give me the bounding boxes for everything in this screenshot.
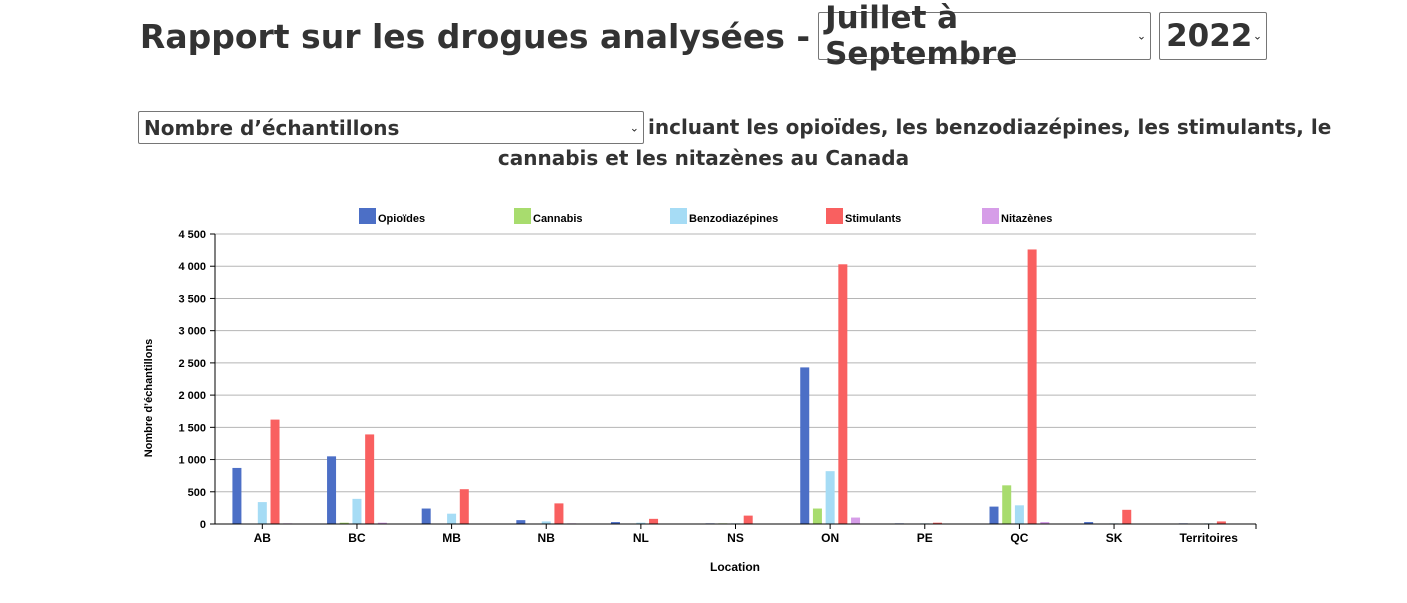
x-tick-label: QC (1010, 531, 1028, 545)
bar-qc-2[interactable] (1014, 505, 1024, 524)
y-tick-label: 4 500 (178, 229, 206, 241)
period-select[interactable]: Juillet à Septembre ⌄ (818, 0, 1152, 72)
x-tick-label: SK (1106, 531, 1123, 545)
legend-swatch (982, 208, 999, 224)
subtitle-line-2: cannabis et les nitazènes au Canada (497, 146, 910, 170)
x-axis-label: Location (710, 560, 760, 574)
chart-axes: 0 500 1 000 1 500 2 000 2 500 3 000 3 500 4 000 4… (178, 229, 1257, 545)
bar-bc-1[interactable] (339, 522, 349, 524)
year-select[interactable]: 2022 ⌄ (1159, 12, 1268, 60)
bar-nb-2[interactable] (541, 521, 551, 524)
x-tick-label: BC (348, 531, 366, 545)
legend-label: Benzodiazépines (689, 213, 778, 225)
bar-qc-1[interactable] (1002, 485, 1012, 524)
chevron-down-icon: ⌄ (629, 121, 639, 134)
bar-sk-0[interactable] (1084, 522, 1094, 524)
bar-territoires-3[interactable] (1216, 521, 1226, 524)
metric-select-value: Nombre d’échantillons (144, 115, 400, 140)
x-tick-label: ON (821, 531, 839, 545)
legend-item[interactable]: Nitazènes (982, 208, 1052, 225)
legend-item[interactable]: Stimulants (826, 208, 901, 225)
bar-chart: Opioïdes Cannabis Benzodiazépines Stimulant… (143, 208, 1257, 574)
bar-on-3[interactable] (838, 264, 848, 524)
bar-qc-4[interactable] (1040, 522, 1050, 524)
subtitle-line-1: incluant les opioïdes, les benzodiazépin… (648, 115, 1332, 139)
bar-on-2[interactable] (825, 471, 835, 524)
y-tick-label: 2 500 (178, 358, 206, 370)
chart-legend: Opioïdes Cannabis Benzodiazépines Stimulant… (359, 208, 1052, 225)
chart-grid (215, 233, 1256, 493)
y-tick-label: 1 000 (178, 455, 206, 467)
bar-bc-0[interactable] (327, 456, 337, 524)
bar-mb-0[interactable] (421, 508, 431, 524)
legend-item[interactable]: Opioïdes (359, 208, 425, 225)
y-tick-label: 2 000 (178, 390, 206, 402)
y-tick-label: 4 000 (178, 261, 206, 273)
chevron-down-icon: ⌄ (1252, 29, 1263, 43)
y-tick-label: 1 500 (178, 422, 206, 434)
bar-nb-3[interactable] (554, 503, 564, 524)
legend-label: Stimulants (845, 213, 901, 225)
x-tick-label: NL (633, 531, 649, 545)
bar-ab-3[interactable] (270, 419, 280, 524)
bar-ab-2[interactable] (257, 502, 267, 524)
legend-swatch (514, 208, 531, 224)
period-select-value: Juillet à Septembre (825, 0, 1018, 72)
x-tick-label: AB (254, 531, 272, 545)
legend-item[interactable]: Benzodiazépines (670, 208, 778, 225)
bar-ab-0[interactable] (232, 467, 242, 524)
year-select-value: 2022 (1166, 18, 1253, 54)
y-tick-label: 3 500 (178, 293, 206, 305)
legend-swatch (359, 208, 376, 224)
bar-bc-3[interactable] (365, 434, 375, 524)
bar-mb-2[interactable] (447, 513, 457, 524)
legend-swatch (826, 208, 843, 224)
metric-select[interactable]: Nombre d’échantillons ⌄ (138, 111, 644, 144)
report-title-row: Rapport sur les drogues analysées - Juil… (0, 0, 1407, 72)
y-axis-label: Nombre d’échantillons (143, 339, 155, 458)
bar-qc-0[interactable] (989, 506, 999, 524)
chevron-down-icon: ⌄ (1136, 29, 1147, 43)
y-tick-label: 500 (188, 487, 206, 499)
bar-nl-3[interactable] (649, 518, 659, 524)
bar-bc-4[interactable] (377, 522, 387, 524)
bar-pe-3[interactable] (932, 522, 942, 524)
x-tick-label: NS (727, 531, 744, 545)
legend-label: Opioïdes (378, 213, 425, 225)
bar-on-1[interactable] (812, 508, 822, 524)
bar-nl-2[interactable] (636, 522, 646, 524)
x-tick-label: Territoires (1179, 531, 1238, 545)
bar-mb-3[interactable] (459, 489, 469, 524)
bar-on-4[interactable] (851, 517, 861, 524)
legend-item[interactable]: Cannabis (514, 208, 583, 225)
chart-bars (232, 249, 1226, 524)
x-tick-label: MB (442, 531, 461, 545)
legend-label: Cannabis (533, 213, 583, 225)
x-tick-label: NB (538, 531, 556, 545)
report-title: Rapport sur les drogues analysées - (139, 16, 811, 56)
bar-sk-3[interactable] (1122, 509, 1132, 524)
y-tick-label: 3 000 (178, 326, 206, 338)
bar-on-0[interactable] (800, 367, 810, 524)
x-tick-label: PE (917, 531, 933, 545)
bar-ns-3[interactable] (743, 515, 753, 524)
legend-label: Nitazènes (1001, 213, 1052, 225)
legend-swatch (670, 208, 687, 224)
bar-nb-0[interactable] (516, 520, 526, 524)
bar-bc-2[interactable] (352, 498, 362, 524)
bar-qc-3[interactable] (1027, 249, 1037, 524)
bar-nl-0[interactable] (610, 522, 620, 524)
y-tick-label: 0 (200, 519, 206, 531)
